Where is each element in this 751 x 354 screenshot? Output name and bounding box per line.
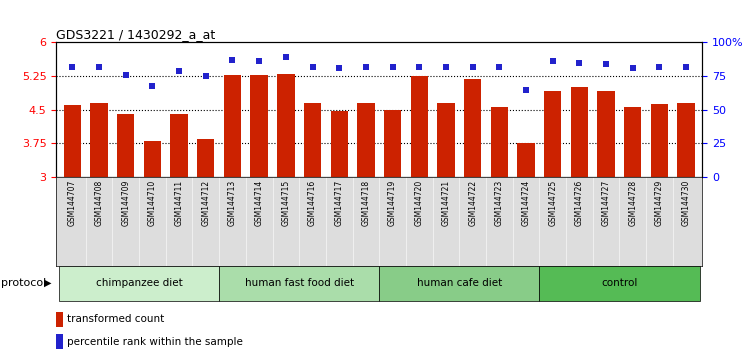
- Text: GSM144730: GSM144730: [682, 180, 691, 226]
- Bar: [59, 266, 219, 301]
- Text: GSM144721: GSM144721: [442, 180, 451, 226]
- Bar: [219, 266, 379, 301]
- Point: [173, 68, 185, 74]
- Text: ▶: ▶: [44, 278, 51, 288]
- Point: [627, 65, 639, 71]
- Text: GSM144718: GSM144718: [361, 180, 370, 226]
- Bar: [330, 111, 348, 177]
- Text: GSM144724: GSM144724: [521, 180, 530, 226]
- Point: [93, 64, 105, 69]
- Point: [360, 64, 372, 69]
- Bar: [517, 143, 535, 177]
- Bar: [304, 103, 321, 177]
- Point: [574, 60, 586, 65]
- Point: [466, 64, 478, 69]
- Bar: [677, 103, 695, 177]
- Bar: [411, 76, 428, 177]
- Text: GSM144720: GSM144720: [415, 180, 424, 226]
- Bar: [651, 104, 668, 177]
- Bar: [251, 75, 268, 177]
- Bar: [544, 91, 562, 177]
- Point: [280, 55, 292, 60]
- Bar: [224, 75, 241, 177]
- Text: GSM144723: GSM144723: [495, 180, 504, 226]
- Text: control: control: [602, 278, 638, 288]
- Bar: [56, 334, 63, 349]
- Point: [547, 58, 559, 64]
- Point: [440, 64, 452, 69]
- Bar: [277, 74, 294, 177]
- Text: GSM144708: GSM144708: [95, 180, 104, 226]
- Text: GSM144707: GSM144707: [68, 180, 77, 226]
- Text: GSM144711: GSM144711: [174, 180, 183, 226]
- Text: GSM144715: GSM144715: [282, 180, 291, 226]
- Point: [600, 61, 612, 67]
- Text: GSM144719: GSM144719: [388, 180, 397, 226]
- Text: GSM144728: GSM144728: [629, 180, 638, 226]
- Point: [253, 58, 265, 64]
- Text: GSM144717: GSM144717: [335, 180, 344, 226]
- Point: [306, 64, 318, 69]
- Text: transformed count: transformed count: [67, 314, 164, 324]
- Text: GSM144709: GSM144709: [121, 180, 130, 226]
- Point: [66, 64, 78, 69]
- Text: protocol: protocol: [1, 278, 46, 288]
- Text: human cafe diet: human cafe diet: [417, 278, 502, 288]
- Point: [119, 72, 131, 78]
- Bar: [571, 87, 588, 177]
- Point: [653, 64, 665, 69]
- Point: [333, 65, 345, 71]
- Text: human fast food diet: human fast food diet: [245, 278, 354, 288]
- Bar: [464, 79, 481, 177]
- Bar: [143, 141, 161, 177]
- Point: [146, 83, 158, 88]
- Text: chimpanzee diet: chimpanzee diet: [95, 278, 182, 288]
- Text: GSM144729: GSM144729: [655, 180, 664, 226]
- Text: GSM144726: GSM144726: [575, 180, 584, 226]
- Bar: [56, 312, 63, 327]
- Text: GSM144725: GSM144725: [548, 180, 557, 226]
- Point: [680, 64, 692, 69]
- Text: GSM144727: GSM144727: [602, 180, 611, 226]
- Text: GDS3221 / 1430292_a_at: GDS3221 / 1430292_a_at: [56, 28, 216, 41]
- Point: [520, 87, 532, 92]
- Bar: [357, 103, 375, 177]
- Bar: [624, 108, 641, 177]
- Bar: [379, 266, 539, 301]
- Text: percentile rank within the sample: percentile rank within the sample: [67, 337, 243, 347]
- Bar: [117, 114, 134, 177]
- Bar: [437, 103, 454, 177]
- Bar: [170, 114, 188, 177]
- Bar: [384, 110, 401, 177]
- Bar: [197, 139, 215, 177]
- Point: [493, 64, 505, 69]
- Point: [413, 64, 425, 69]
- Text: GSM144714: GSM144714: [255, 180, 264, 226]
- Bar: [490, 108, 508, 177]
- Bar: [90, 103, 107, 177]
- Point: [227, 57, 239, 63]
- Text: GSM144710: GSM144710: [148, 180, 157, 226]
- Bar: [598, 91, 615, 177]
- Text: GSM144716: GSM144716: [308, 180, 317, 226]
- Text: GSM144713: GSM144713: [228, 180, 237, 226]
- Bar: [64, 105, 81, 177]
- Point: [387, 64, 399, 69]
- Bar: [539, 266, 699, 301]
- Text: GSM144712: GSM144712: [201, 180, 210, 226]
- Point: [200, 73, 212, 79]
- Text: GSM144722: GSM144722: [468, 180, 477, 226]
